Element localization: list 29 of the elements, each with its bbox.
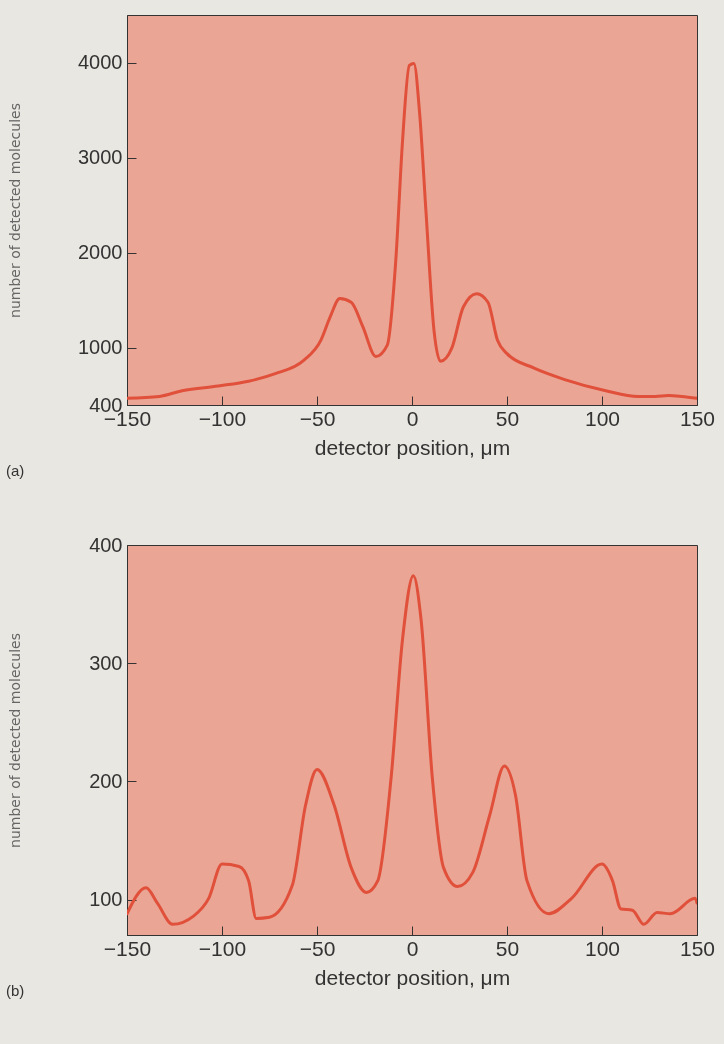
x-tick-label: 0 [406,936,419,960]
x-tick-label: 50 [495,406,520,430]
x-tick-label: −100 [198,406,247,430]
x-tick-label: 0 [406,406,419,430]
line-series [127,574,697,926]
y-tick-label: 400 [89,533,123,556]
y-tick-label: 2000 [78,241,123,264]
y-tick-label: 1000 [78,336,123,359]
y-tick-label: 4000 [78,51,123,74]
y-axis-title: number of detected molecules [6,103,23,318]
text: (a) [6,462,25,479]
y-tick-label: 200 [89,769,123,792]
x-axis-title: detector position, μm [314,435,511,459]
x-axis-title: detector position, μm [314,965,511,989]
x-tick-label: 100 [584,936,621,960]
x-tick-label: 150 [679,936,716,960]
x-tick-label: 150 [679,406,716,430]
x-tick-label: −100 [198,936,247,960]
y-axis-title: number of detected molecules [6,633,23,848]
line-series [127,62,697,400]
x-tick-label: −150 [103,936,152,960]
text: (b) [6,982,25,999]
y-tick-label: 100 [89,888,123,911]
x-tick-label: −50 [299,936,336,960]
y-tick-label: 300 [89,651,123,674]
y-tick-label: 3000 [78,146,123,169]
x-tick-label: 50 [495,936,520,960]
x-tick-label: −50 [299,406,336,430]
x-tick-label: 100 [584,406,621,430]
